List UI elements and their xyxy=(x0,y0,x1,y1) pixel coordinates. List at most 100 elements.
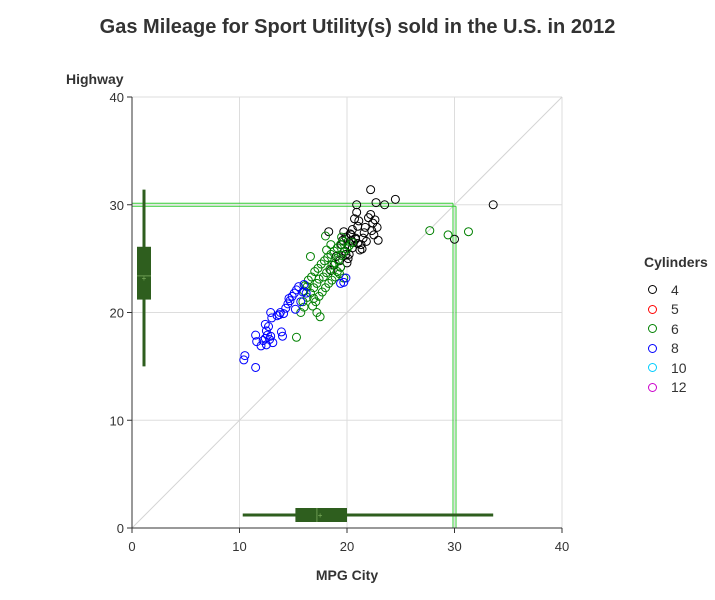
x-tick-label: 10 xyxy=(232,539,246,554)
y-tick-label: 0 xyxy=(117,521,124,536)
data-point-cyl-4 xyxy=(371,198,381,208)
data-point-cyl-8 xyxy=(268,338,278,348)
data-point-cyl-6 xyxy=(312,278,322,288)
data-point-cyl-8 xyxy=(278,331,287,341)
data-point-cyl-8 xyxy=(276,327,286,337)
data-point-cyl-6 xyxy=(299,302,309,312)
data-point-cyl-4 xyxy=(361,236,371,246)
data-points xyxy=(239,185,498,372)
data-point-cyl-4 xyxy=(339,227,349,237)
data-point-cyl-4 xyxy=(347,225,357,235)
data-point-cyl-8 xyxy=(260,319,270,329)
data-point-cyl-4 xyxy=(390,194,400,204)
data-point-cyl-4 xyxy=(355,245,365,255)
data-point-cyl-6 xyxy=(291,332,301,342)
y-tick-label: 20 xyxy=(110,306,124,321)
data-point-cyl-8 xyxy=(261,326,271,336)
data-point-cyl-6 xyxy=(326,249,336,259)
data-point-cyl-6 xyxy=(344,241,354,251)
legend-item-cyl-5: 5 xyxy=(644,300,708,320)
legend-label: 5 xyxy=(671,301,679,318)
legend-items: 4 5 6 8 10 12 xyxy=(644,280,708,397)
data-point-cyl-6 xyxy=(443,230,453,240)
data-point-cyl-6 xyxy=(321,231,330,241)
data-point-cyl-4 xyxy=(354,216,364,226)
data-point-cyl-8 xyxy=(281,303,291,313)
data-point-cyl-4 xyxy=(357,244,367,254)
data-point-cyl-8 xyxy=(251,330,261,340)
data-point-cyl-6 xyxy=(309,293,319,303)
y-axis-label: Highway xyxy=(66,71,124,87)
y-tick-label: 10 xyxy=(110,413,124,428)
boxplot-city-box xyxy=(295,508,347,522)
boxplots: ++ xyxy=(137,189,494,522)
legend-marker-icon xyxy=(648,382,657,392)
data-point-cyl-8 xyxy=(294,282,304,292)
data-point-cyl-4 xyxy=(373,235,383,245)
data-point-cyl-6 xyxy=(336,262,346,272)
data-point-cyl-6 xyxy=(347,237,357,247)
legend-label: 8 xyxy=(671,340,679,357)
data-point-cyl-6 xyxy=(425,226,435,236)
data-point-cyl-4 xyxy=(370,215,380,225)
legend: Cylinders 4 5 6 8 10 12 xyxy=(644,254,708,397)
data-point-cyl-8 xyxy=(267,313,277,323)
data-point-cyl-8 xyxy=(341,273,351,283)
legend-marker-icon xyxy=(648,343,657,353)
legend-item-cyl-10: 10 xyxy=(644,358,708,378)
axes: 0 10 20 30 40 0 10 20 30 40 xyxy=(110,90,570,554)
boxplot-highway-mean: + xyxy=(142,274,147,283)
data-point-cyl-4 xyxy=(488,200,498,210)
data-point-cyl-4 xyxy=(326,265,336,275)
data-point-cyl-8 xyxy=(290,304,300,314)
data-point-cyl-6 xyxy=(339,273,349,283)
data-point-cyl-4 xyxy=(364,213,373,223)
y-tick-label: 30 xyxy=(110,198,124,213)
legend-marker-icon xyxy=(648,285,657,295)
data-point-cyl-8 xyxy=(301,288,311,298)
data-point-cyl-4 xyxy=(450,234,459,244)
data-point-cyl-4 xyxy=(345,229,355,239)
data-point-cyl-6 xyxy=(463,227,473,237)
data-point-cyl-6 xyxy=(339,247,349,257)
data-point-cyl-6 xyxy=(310,267,320,277)
data-point-cyl-6 xyxy=(322,245,332,255)
x-tick-label: 20 xyxy=(340,539,354,554)
x-tick-label: 0 xyxy=(128,539,135,554)
legend-label: 4 xyxy=(671,281,679,298)
legend-item-cyl-8: 8 xyxy=(644,339,708,359)
legend-label: 12 xyxy=(671,379,687,396)
data-point-cyl-6 xyxy=(316,259,326,269)
legend-item-cyl-12: 12 xyxy=(644,378,708,398)
data-point-cyl-8 xyxy=(272,311,282,321)
data-point-cyl-8 xyxy=(266,331,276,341)
x-tick-label: 30 xyxy=(447,539,461,554)
data-point-cyl-8 xyxy=(299,279,309,289)
data-point-cyl-6 xyxy=(305,251,315,261)
legend-item-cyl-6: 6 xyxy=(644,319,708,339)
legend-title: Cylinders xyxy=(644,254,708,270)
legend-label: 6 xyxy=(671,320,679,337)
legend-marker-icon xyxy=(648,324,657,334)
data-point-cyl-8 xyxy=(251,362,261,372)
data-point-cyl-4 xyxy=(352,207,362,217)
data-point-cyl-6 xyxy=(324,278,334,288)
data-point-cyl-6 xyxy=(330,258,340,268)
data-point-cyl-6 xyxy=(296,308,306,317)
data-point-cyl-8 xyxy=(274,310,284,320)
x-tick-label: 40 xyxy=(555,539,569,554)
data-point-cyl-4 xyxy=(341,249,351,259)
data-point-cyl-6 xyxy=(323,253,333,263)
data-point-cyl-4 xyxy=(342,258,352,268)
data-point-cyl-8 xyxy=(239,355,249,365)
data-point-cyl-4 xyxy=(356,240,366,250)
data-point-cyl-6 xyxy=(312,308,322,317)
data-point-cyl-8 xyxy=(284,293,294,303)
y-tick-label: 40 xyxy=(110,90,124,105)
data-point-cyl-4 xyxy=(350,214,360,224)
diagonal-line xyxy=(131,96,563,529)
legend-marker-icon xyxy=(648,363,657,373)
diagonal-reference-line xyxy=(131,96,563,529)
data-point-cyl-6 xyxy=(326,240,336,250)
